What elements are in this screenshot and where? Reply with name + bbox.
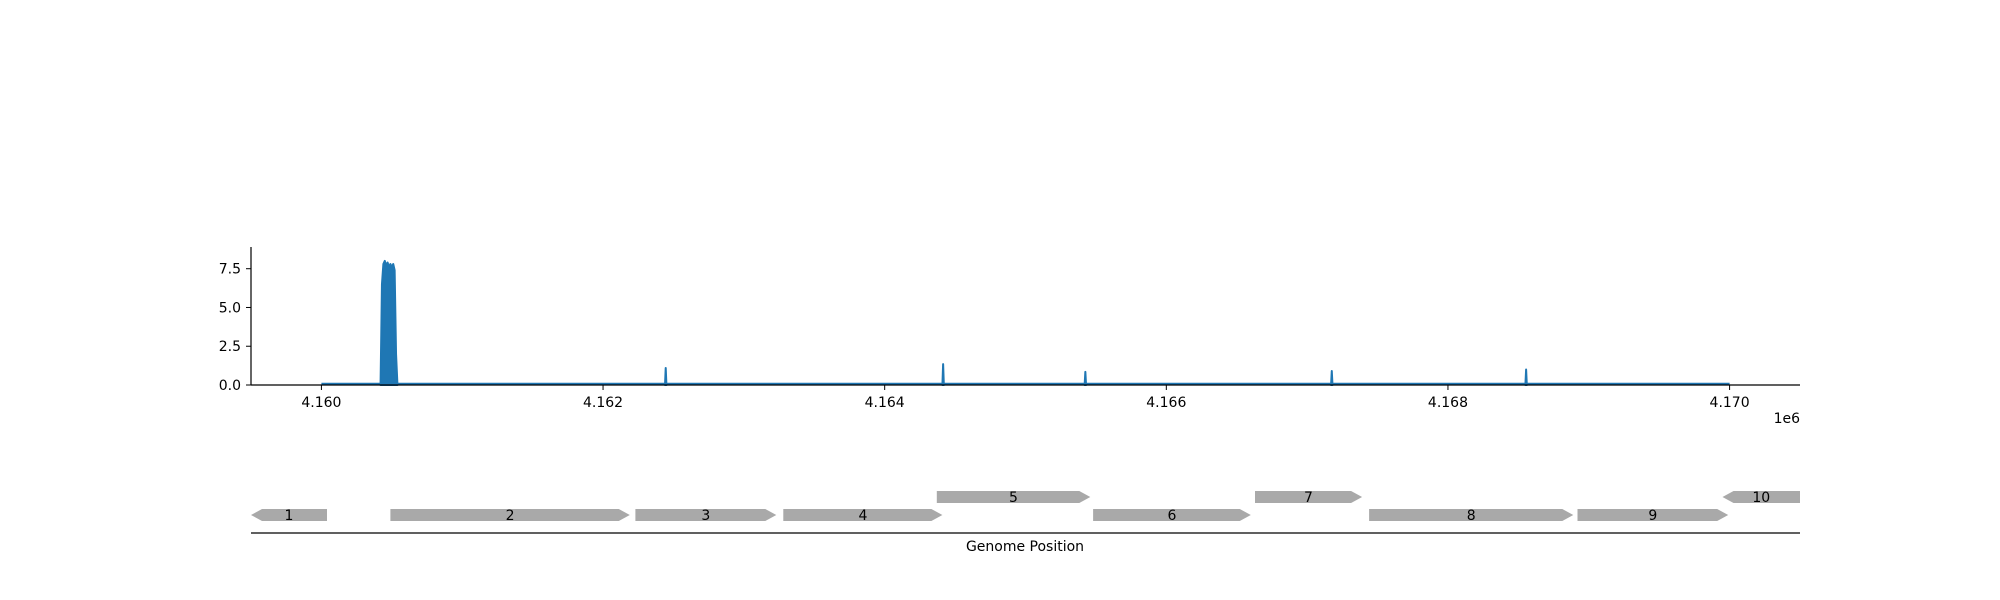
gene-arrow-9 <box>1577 509 1729 521</box>
x-tick-label: 4.160 <box>301 395 341 411</box>
gene-arrow-4 <box>783 509 943 521</box>
y-tick-label: 0.0 <box>219 378 241 394</box>
gene-label-5: 5 <box>1009 490 1018 506</box>
gene-arrow-3 <box>635 509 777 521</box>
y-tick-label: 2.5 <box>219 339 241 355</box>
coverage-peak-2 <box>664 366 668 386</box>
gene-arrow-7 <box>1255 491 1363 503</box>
gene-label-9: 9 <box>1648 508 1657 524</box>
x-axis-title: Genome Position <box>966 539 1084 555</box>
y-tick-label: 5.0 <box>219 300 241 316</box>
coverage-peak-3 <box>941 363 945 386</box>
y-tick-label: 7.5 <box>219 262 241 278</box>
coverage-peak-4 <box>1083 370 1088 386</box>
x-tick-label: 4.164 <box>865 395 905 411</box>
gene-label-3: 3 <box>701 508 710 524</box>
gene-arrow-8 <box>1369 509 1574 521</box>
coverage-peak-1 <box>379 259 399 386</box>
gene-track: 1 2 3 4 5 6 7 8 9 10 <box>251 490 1800 524</box>
coverage-x-ticks: 4.160 4.162 4.164 4.166 4.168 4.170 <box>301 385 1750 411</box>
gene-arrow-2 <box>390 509 630 521</box>
gene-track-panel: 1 2 3 4 5 6 7 8 9 10 Genome Position <box>251 490 1800 555</box>
gene-label-2: 2 <box>506 508 515 524</box>
coverage-series <box>321 259 1730 386</box>
gene-arrow-10 <box>1722 491 1800 503</box>
gene-label-1: 1 <box>285 508 294 524</box>
x-offset-label: 1e6 <box>1774 411 1801 427</box>
x-tick-label: 4.166 <box>1146 395 1186 411</box>
gene-label-8: 8 <box>1467 508 1476 524</box>
gene-label-10: 10 <box>1752 490 1770 506</box>
coverage-peak-6 <box>1524 368 1528 386</box>
gene-arrow-6 <box>1093 509 1251 521</box>
gene-label-7: 7 <box>1304 490 1313 506</box>
gene-label-6: 6 <box>1168 508 1177 524</box>
x-tick-label: 4.168 <box>1428 395 1468 411</box>
x-tick-label: 4.170 <box>1710 395 1750 411</box>
coverage-y-ticks: 0.0 2.5 5.0 7.5 <box>219 262 251 394</box>
gene-arrow-1 <box>251 509 327 521</box>
coverage-panel: 0.02.55.07.5 4.160 4.162 4.164 4.166 4.168 4.… <box>219 247 1800 427</box>
gene-arrow-5 <box>936 491 1091 503</box>
gene-label-4: 4 <box>858 508 867 524</box>
coverage-peak-5 <box>1330 370 1334 386</box>
x-tick-label: 4.162 <box>583 395 623 411</box>
